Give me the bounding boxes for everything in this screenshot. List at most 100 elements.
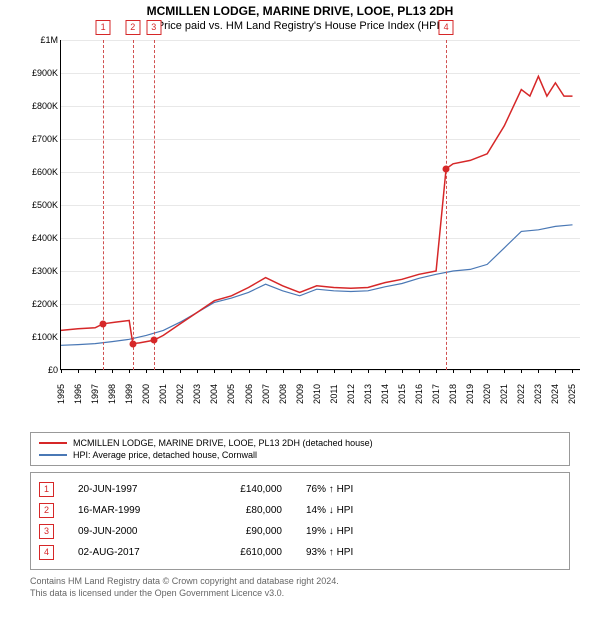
x-tick-label: 1996 xyxy=(73,384,83,404)
sales-row-price: £610,000 xyxy=(202,547,282,558)
y-tick-label: £800K xyxy=(20,101,58,111)
x-tick-label: 2017 xyxy=(431,384,441,404)
sale-dot xyxy=(100,320,107,327)
x-tickmark xyxy=(470,369,471,373)
sales-row: 2 16-MAR-1999 £80,000 14% ↓ HPI xyxy=(39,500,561,521)
sale-dot xyxy=(129,340,136,347)
x-tick-label: 2008 xyxy=(278,384,288,404)
sales-row-date: 02-AUG-2017 xyxy=(78,547,178,558)
sale-dash xyxy=(154,40,155,370)
x-tick-label: 2018 xyxy=(448,384,458,404)
sales-row-pct: 19% ↓ HPI xyxy=(306,526,406,537)
y-gridline xyxy=(60,370,580,371)
sales-row-pct: 76% ↑ HPI xyxy=(306,484,406,495)
x-tickmark xyxy=(351,369,352,373)
chart-container: MCMILLEN LODGE, MARINE DRIVE, LOOE, PL13… xyxy=(0,0,600,620)
sales-row-date: 09-JUN-2000 xyxy=(78,526,178,537)
x-tickmark xyxy=(197,369,198,373)
legend-item: HPI: Average price, detached house, Corn… xyxy=(39,449,561,461)
x-tickmark xyxy=(146,369,147,373)
legend-label: HPI: Average price, detached house, Corn… xyxy=(73,450,257,460)
chart-area: £0£100K£200K£300K£400K£500K£600K£700K£80… xyxy=(20,40,580,400)
y-tick-label: £900K xyxy=(20,68,58,78)
x-tickmark xyxy=(214,369,215,373)
sale-dash xyxy=(446,40,447,370)
x-tick-label: 1997 xyxy=(90,384,100,404)
y-tick-label: £1M xyxy=(20,35,58,45)
x-tick-label: 2015 xyxy=(397,384,407,404)
sales-row-price: £90,000 xyxy=(202,526,282,537)
sales-row-price: £80,000 xyxy=(202,505,282,516)
x-tickmark xyxy=(419,369,420,373)
x-tick-label: 2014 xyxy=(380,384,390,404)
y-tick-label: £700K xyxy=(20,134,58,144)
sales-row-num: 1 xyxy=(39,482,54,497)
y-tick-label: £0 xyxy=(20,365,58,375)
x-tick-label: 2024 xyxy=(550,384,560,404)
x-tickmark xyxy=(572,369,573,373)
sales-row: 1 20-JUN-1997 £140,000 76% ↑ HPI xyxy=(39,479,561,500)
footer-line-1: Contains HM Land Registry data © Crown c… xyxy=(30,576,570,588)
sales-row-date: 16-MAR-1999 xyxy=(78,505,178,516)
x-tickmark xyxy=(61,369,62,373)
series-property xyxy=(61,76,573,343)
legend-swatch xyxy=(39,454,67,456)
legend-item: MCMILLEN LODGE, MARINE DRIVE, LOOE, PL13… xyxy=(39,437,561,449)
x-tickmark xyxy=(78,369,79,373)
legend-box: MCMILLEN LODGE, MARINE DRIVE, LOOE, PL13… xyxy=(30,432,570,466)
x-tick-label: 2019 xyxy=(465,384,475,404)
x-tickmark xyxy=(300,369,301,373)
sales-row-num: 4 xyxy=(39,545,54,560)
x-tick-label: 2021 xyxy=(499,384,509,404)
x-tickmark xyxy=(180,369,181,373)
sales-row-num: 2 xyxy=(39,503,54,518)
y-tick-label: £200K xyxy=(20,299,58,309)
sales-row: 3 09-JUN-2000 £90,000 19% ↓ HPI xyxy=(39,521,561,542)
x-tick-label: 2002 xyxy=(175,384,185,404)
sale-label-box: 4 xyxy=(439,20,454,35)
x-tickmark xyxy=(368,369,369,373)
x-tick-label: 1999 xyxy=(124,384,134,404)
legend-label: MCMILLEN LODGE, MARINE DRIVE, LOOE, PL13… xyxy=(73,438,373,448)
footer-line-2: This data is licensed under the Open Gov… xyxy=(30,588,570,600)
x-tick-label: 2020 xyxy=(482,384,492,404)
x-tick-label: 2016 xyxy=(414,384,424,404)
x-tick-label: 2023 xyxy=(533,384,543,404)
line-layer xyxy=(61,40,581,370)
y-tick-label: £400K xyxy=(20,233,58,243)
x-tickmark xyxy=(521,369,522,373)
y-tick-label: £500K xyxy=(20,200,58,210)
x-tickmark xyxy=(249,369,250,373)
legend-swatch xyxy=(39,442,67,444)
x-tick-label: 2025 xyxy=(567,384,577,404)
x-tick-label: 2004 xyxy=(209,384,219,404)
header: MCMILLEN LODGE, MARINE DRIVE, LOOE, PL13… xyxy=(0,0,600,34)
x-tick-label: 2003 xyxy=(192,384,202,404)
x-tickmark xyxy=(538,369,539,373)
x-tick-label: 1998 xyxy=(107,384,117,404)
series-hpi xyxy=(61,225,573,345)
chart-title: MCMILLEN LODGE, MARINE DRIVE, LOOE, PL13… xyxy=(0,4,600,18)
x-tickmark xyxy=(385,369,386,373)
sale-label-box: 1 xyxy=(96,20,111,35)
sales-row-pct: 93% ↑ HPI xyxy=(306,547,406,558)
x-tick-label: 2005 xyxy=(226,384,236,404)
x-tickmark xyxy=(283,369,284,373)
x-tick-label: 1995 xyxy=(56,384,66,404)
sale-label-box: 3 xyxy=(146,20,161,35)
x-tickmark xyxy=(436,369,437,373)
x-tickmark xyxy=(504,369,505,373)
sales-row-date: 20-JUN-1997 xyxy=(78,484,178,495)
sale-dot xyxy=(150,337,157,344)
x-tickmark xyxy=(402,369,403,373)
x-tick-label: 2022 xyxy=(516,384,526,404)
sales-row-price: £140,000 xyxy=(202,484,282,495)
x-tick-label: 2012 xyxy=(346,384,356,404)
x-tickmark xyxy=(231,369,232,373)
x-tickmark xyxy=(266,369,267,373)
sale-dot xyxy=(443,165,450,172)
sales-row-pct: 14% ↓ HPI xyxy=(306,505,406,516)
x-tick-label: 2011 xyxy=(329,384,339,403)
x-tickmark xyxy=(129,369,130,373)
sales-row-num: 3 xyxy=(39,524,54,539)
